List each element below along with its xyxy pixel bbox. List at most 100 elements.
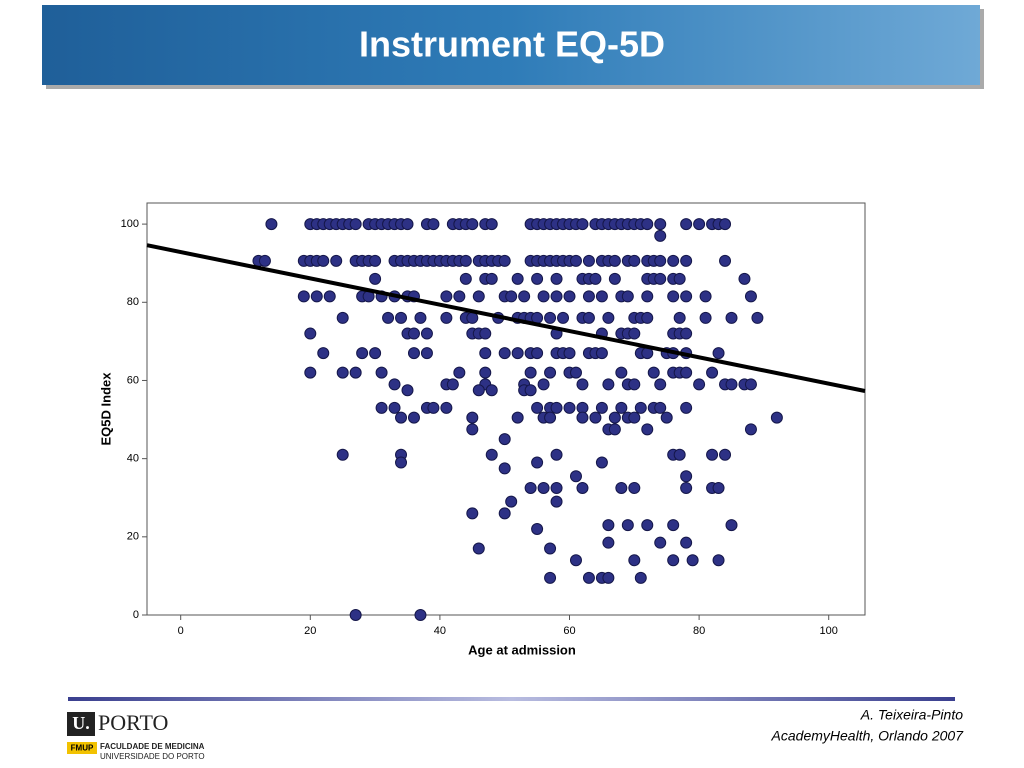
scatter-point — [641, 218, 654, 231]
scatter-point — [667, 554, 680, 567]
scatter-point — [544, 571, 557, 584]
scatter-point — [466, 423, 479, 436]
scatter-point — [472, 384, 485, 397]
y-tick-label: 60 — [127, 374, 139, 386]
scatter-point — [680, 481, 693, 494]
scatter-point — [589, 411, 602, 424]
scatter-point — [440, 311, 453, 324]
scatter-point — [706, 366, 719, 379]
scatter-point — [628, 254, 641, 267]
scatter-point — [440, 290, 453, 303]
scatter-point — [531, 401, 544, 414]
scatter-point — [641, 423, 654, 436]
x-tick-label: 20 — [304, 625, 316, 637]
scatter-point — [427, 401, 440, 414]
scatter-point — [569, 254, 582, 267]
scatter-point — [699, 311, 712, 324]
scatter-point — [641, 290, 654, 303]
scatter-point — [544, 542, 557, 555]
scatter-point — [712, 554, 725, 567]
scatter-point — [654, 229, 667, 242]
scatter-point — [667, 254, 680, 267]
scatter-point — [485, 272, 498, 285]
y-tick-label: 20 — [127, 531, 139, 543]
plot-area — [146, 202, 866, 616]
scatter-point — [647, 366, 660, 379]
scatter-point — [686, 554, 699, 567]
scatter-point — [673, 311, 686, 324]
scatter-point — [544, 311, 557, 324]
scatter-point — [744, 378, 757, 391]
scatter-point — [654, 536, 667, 549]
scatter-point — [258, 254, 271, 267]
scatter-point — [595, 401, 608, 414]
scatter-point — [595, 347, 608, 360]
scatter-point — [602, 311, 615, 324]
footer-rule — [68, 697, 955, 701]
x-tick-label: 0 — [178, 625, 184, 637]
x-tick-label: 60 — [563, 625, 575, 637]
scatter-point — [608, 272, 621, 285]
scatter-point — [440, 401, 453, 414]
scatter-point — [563, 347, 576, 360]
scatter-point — [511, 272, 524, 285]
scatter-point — [511, 411, 524, 424]
scatter-point — [563, 401, 576, 414]
scatter-point — [693, 378, 706, 391]
scatter-point — [615, 366, 628, 379]
scatter-point — [719, 218, 732, 231]
scatter-point — [706, 448, 719, 461]
scatter-point — [654, 218, 667, 231]
scatter-point — [680, 401, 693, 414]
scatter-point — [602, 536, 615, 549]
scatter-point — [485, 218, 498, 231]
scatter-point — [680, 536, 693, 549]
scatter-point — [667, 519, 680, 532]
scatter-point — [602, 519, 615, 532]
scatter-point — [317, 254, 330, 267]
scatter-point — [369, 347, 382, 360]
scatter-point — [524, 481, 537, 494]
scatter-point — [505, 290, 518, 303]
scatter-point — [382, 311, 395, 324]
scatter-point — [524, 384, 537, 397]
scatter-point — [628, 327, 641, 340]
scatter-point — [550, 495, 563, 508]
scatter-point — [420, 327, 433, 340]
scatter-point — [680, 327, 693, 340]
scatter-point — [375, 401, 388, 414]
y-tick-label: 80 — [127, 296, 139, 308]
scatter-point — [466, 411, 479, 424]
scatter-point — [582, 571, 595, 584]
scatter-point — [680, 366, 693, 379]
y-tick-label: 40 — [127, 453, 139, 465]
scatter-point — [680, 290, 693, 303]
scatter-point — [621, 290, 634, 303]
scatter-point — [550, 481, 563, 494]
scatter-point — [699, 290, 712, 303]
scatter-point — [310, 290, 323, 303]
scatter-point — [459, 254, 472, 267]
y-tick-label: 100 — [121, 218, 139, 230]
logo-name: PORTO — [98, 710, 168, 735]
scatter-point — [628, 554, 641, 567]
scatter-point — [323, 290, 336, 303]
scatter-point — [660, 411, 673, 424]
scatter-point — [420, 347, 433, 360]
scatter-point — [537, 378, 550, 391]
scatter-point — [498, 433, 511, 446]
scatter-point — [582, 311, 595, 324]
scatter-point — [628, 411, 641, 424]
scatter-point — [602, 378, 615, 391]
scatter-point — [336, 311, 349, 324]
footer-event: AcademyHealth, Orlando 2007 — [771, 728, 965, 744]
scatter-point — [395, 311, 408, 324]
scatter-point — [641, 311, 654, 324]
scatter-point — [498, 462, 511, 475]
scatter-point — [719, 448, 732, 461]
logo-box — [67, 712, 95, 736]
scatter-point — [654, 401, 667, 414]
footer-author: A. Teixeira-Pinto — [860, 707, 963, 723]
scatter-point — [576, 218, 589, 231]
scatter-point — [595, 456, 608, 469]
